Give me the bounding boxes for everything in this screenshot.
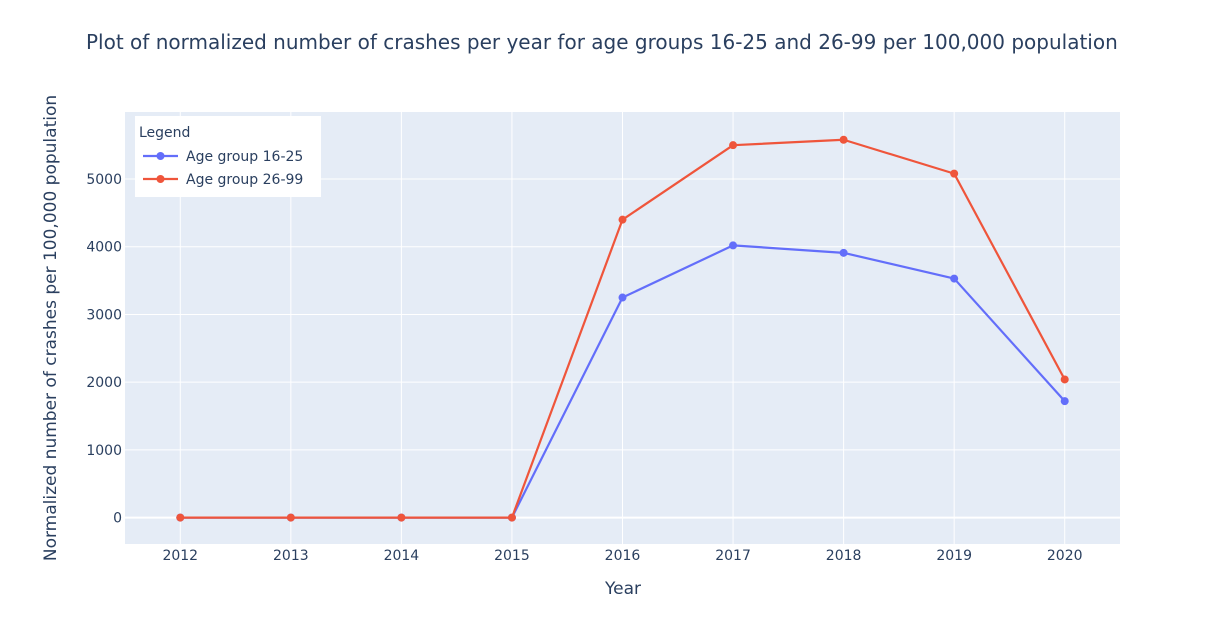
x-axis-label: Year	[604, 579, 641, 599]
y-tick-label: 3000	[86, 307, 122, 323]
legend-swatch-marker	[156, 152, 165, 160]
legend[interactable]: Legend Age group 16-25 Age group 26-99	[135, 116, 321, 197]
legend-item-age-26-99[interactable]: Age group 26-99	[143, 172, 303, 188]
legend-swatch-marker	[156, 175, 165, 183]
data-point	[729, 141, 738, 150]
legend-label: Age group 16-25	[186, 149, 303, 165]
legend-item-age-16-25[interactable]: Age group 16-25	[143, 149, 303, 165]
legend-label: Age group 26-99	[186, 172, 303, 188]
data-point	[397, 513, 406, 522]
y-tick-label: 4000	[86, 240, 122, 256]
x-tick-label: 2020	[1047, 548, 1083, 564]
y-tick-labels: 0 1000 2000 3000 4000 5000	[86, 172, 122, 527]
y-tick-label: 1000	[86, 443, 122, 459]
y-tick-label: 5000	[86, 172, 122, 188]
data-point	[618, 215, 627, 224]
data-point	[950, 169, 959, 178]
x-tick-label: 2016	[605, 548, 641, 564]
data-point	[839, 248, 848, 257]
data-point	[1060, 375, 1069, 384]
x-tick-label: 2014	[384, 548, 420, 564]
x-tick-label: 2019	[936, 548, 972, 564]
data-point	[176, 513, 185, 522]
data-point	[507, 513, 516, 522]
legend-title: Legend	[139, 125, 190, 141]
y-tick-label: 2000	[86, 375, 122, 391]
y-tick-label: 0	[113, 511, 122, 527]
data-point	[950, 274, 959, 283]
data-point	[618, 293, 627, 302]
data-point	[1060, 397, 1069, 406]
x-tick-label: 2017	[715, 548, 751, 564]
series-2	[176, 135, 1069, 522]
data-point	[839, 135, 848, 144]
series-layer	[176, 135, 1069, 522]
chart-title: Plot of normalized number of crashes per…	[86, 30, 1118, 54]
x-tick-label: 2012	[162, 548, 198, 564]
x-tick-label: 2013	[273, 548, 309, 564]
data-point	[286, 513, 295, 522]
x-tick-labels: 2012 2013 2014 2015 2016 2017 2018 2019 2020	[162, 548, 1082, 564]
y-axis-label: Normalized number of crashes per 100,000…	[41, 95, 61, 561]
x-tick-label: 2018	[826, 548, 862, 564]
data-point	[729, 241, 738, 250]
x-tick-label: 2015	[494, 548, 530, 564]
